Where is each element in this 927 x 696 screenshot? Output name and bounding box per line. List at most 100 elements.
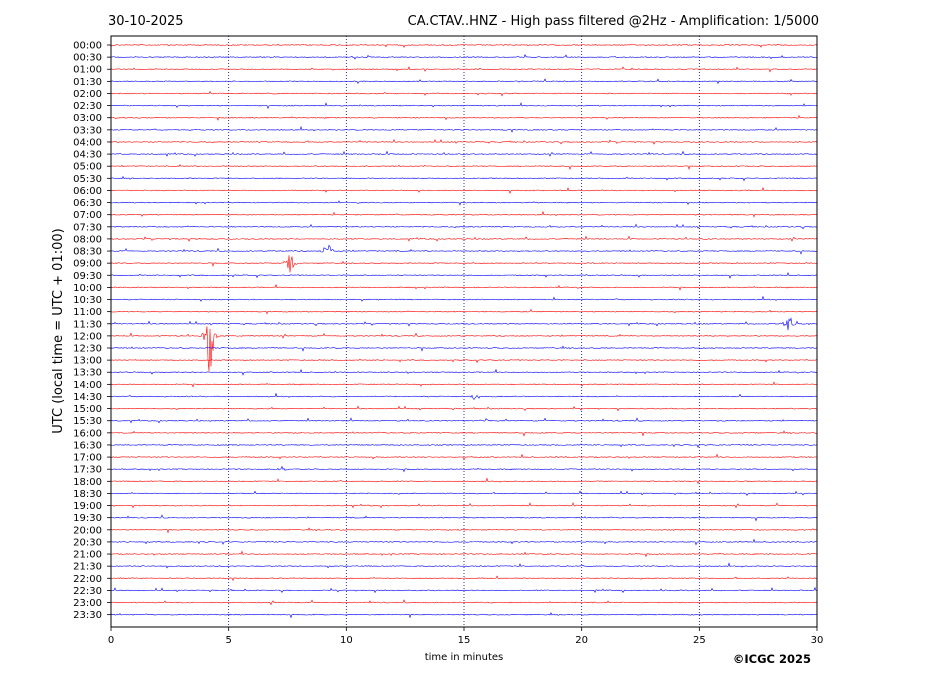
y-tick-label: 03:00 — [73, 113, 102, 124]
y-tick-label: 00:00 — [73, 41, 102, 52]
y-tick-label: 20:30 — [73, 537, 102, 548]
y-tick-label: 07:00 — [73, 210, 102, 221]
trace-row-2330 — [110, 612, 818, 619]
y-tick-label: 11:30 — [73, 319, 102, 330]
trace-row-1700 — [110, 453, 818, 461]
trace-row-1130 — [110, 317, 818, 331]
trace-row-2200 — [110, 575, 818, 582]
trace-row-1430 — [110, 392, 818, 401]
x-tick-label: 20 — [575, 635, 588, 646]
y-tick-label: 23:00 — [73, 598, 102, 609]
trace-row-0530 — [110, 175, 818, 182]
trace-row-1630 — [110, 443, 818, 448]
chart-title: CA.CTAV..HNZ - High pass filtered @2Hz -… — [408, 14, 819, 29]
trace-row-1900 — [110, 502, 818, 509]
trace-row-1400 — [110, 381, 818, 388]
trace-row-0800 — [110, 235, 818, 242]
trace-row-0500 — [110, 164, 818, 170]
trace-row-1530 — [110, 417, 818, 424]
y-tick-label: 22:00 — [73, 574, 102, 585]
trace-row-2000 — [110, 527, 818, 534]
trace-row-0300 — [110, 114, 818, 121]
y-tick-label: 06:30 — [73, 198, 102, 209]
y-tick-label: 08:00 — [73, 234, 102, 245]
y-tick-label: 05:30 — [73, 174, 102, 185]
y-tick-label: 12:00 — [73, 331, 102, 342]
y-tick-label: 13:00 — [73, 356, 102, 367]
trace-row-0730 — [110, 223, 818, 230]
trace-row-1830 — [110, 490, 818, 496]
x-tick-label: 30 — [811, 635, 824, 646]
trace-row-1030 — [110, 295, 818, 302]
y-tick-label: 20:00 — [73, 525, 102, 536]
vertical-grid — [228, 36, 700, 627]
y-tick-label: 10:30 — [73, 295, 102, 306]
trace-row-2130 — [110, 562, 818, 569]
trace-row-0600 — [110, 186, 818, 195]
y-tick-label: 07:30 — [73, 222, 102, 233]
y-tick-label: 08:30 — [73, 247, 102, 258]
trace-row-0230 — [110, 102, 818, 110]
copyright-label: ©ICGC 2025 — [733, 652, 811, 666]
x-tick-label: 5 — [225, 635, 231, 646]
y-tick-label: 21:00 — [73, 550, 102, 561]
x-tick-label: 25 — [693, 635, 706, 646]
y-tick-label: 09:00 — [73, 259, 102, 270]
trace-row-0630 — [110, 200, 818, 206]
x-tick-labels: 0 5 10 15 20 25 30 — [108, 627, 824, 646]
trace-row-1800 — [110, 477, 818, 485]
trace-row-1100 — [110, 308, 818, 315]
trace-row-0200 — [110, 90, 818, 97]
y-tick-label: 15:30 — [73, 416, 102, 427]
y-tick-label: 12:30 — [73, 344, 102, 355]
trace-row-1000 — [110, 283, 818, 291]
x-tick-label: 10 — [340, 635, 353, 646]
x-axis-label: time in minutes — [425, 652, 504, 663]
y-tick-label: 02:00 — [73, 89, 102, 100]
trace-row-1500 — [110, 405, 818, 412]
y-tick-label: 22:30 — [73, 586, 102, 597]
trace-row-0100 — [110, 66, 818, 73]
trace-row-1230 — [110, 345, 818, 352]
y-tick-label: 03:30 — [73, 125, 102, 136]
y-axis-label: UTC (local time = UTC + 01:00) — [51, 228, 66, 433]
y-tick-label: 15:00 — [73, 404, 102, 415]
y-tick-label: 00:30 — [73, 53, 102, 64]
y-tick-label: 17:30 — [73, 465, 102, 476]
y-tick-label: 16:00 — [73, 428, 102, 439]
y-tick-label: 01:00 — [73, 65, 102, 76]
trace-row-1200 — [110, 326, 818, 372]
x-tick-label: 15 — [458, 635, 471, 646]
trace-row-0830 — [110, 244, 818, 255]
trace-row-2100 — [110, 550, 818, 558]
y-tick-label: 19:30 — [73, 513, 102, 524]
trace-row-2300 — [110, 599, 818, 606]
trace-row-0930 — [110, 271, 818, 279]
trace-row-0130 — [110, 78, 818, 85]
y-tick-label: 09:30 — [73, 271, 102, 282]
y-tick-label: 21:30 — [73, 562, 102, 573]
y-tick-label: 11:00 — [73, 307, 102, 318]
y-tick-label: 18:00 — [73, 477, 102, 488]
y-tick-label: 19:00 — [73, 501, 102, 512]
y-tick-label: 02:30 — [73, 101, 102, 112]
x-tick-label: 0 — [108, 635, 114, 646]
y-tick-label: 06:00 — [73, 186, 102, 197]
y-tick-label: 14:30 — [73, 392, 102, 403]
trace-row-1300 — [110, 358, 818, 364]
y-tick-label: 10:00 — [73, 283, 102, 294]
trace-row-1930 — [110, 514, 818, 522]
trace-row-0400 — [110, 138, 818, 145]
trace-row-1330 — [110, 368, 818, 376]
y-tick-label: 16:30 — [73, 440, 102, 451]
y-tick-labels: 00:0000:3001:0001:3002:0002:3003:0003:30… — [73, 41, 111, 621]
y-tick-label: 13:30 — [73, 368, 102, 379]
y-tick-label: 14:00 — [73, 380, 102, 391]
y-tick-label: 17:00 — [73, 453, 102, 464]
trace-row-0000 — [110, 43, 818, 48]
plot-frame — [110, 35, 818, 628]
y-tick-label: 04:30 — [73, 150, 102, 161]
trace-rows — [110, 43, 818, 619]
trace-row-1600 — [110, 430, 818, 437]
